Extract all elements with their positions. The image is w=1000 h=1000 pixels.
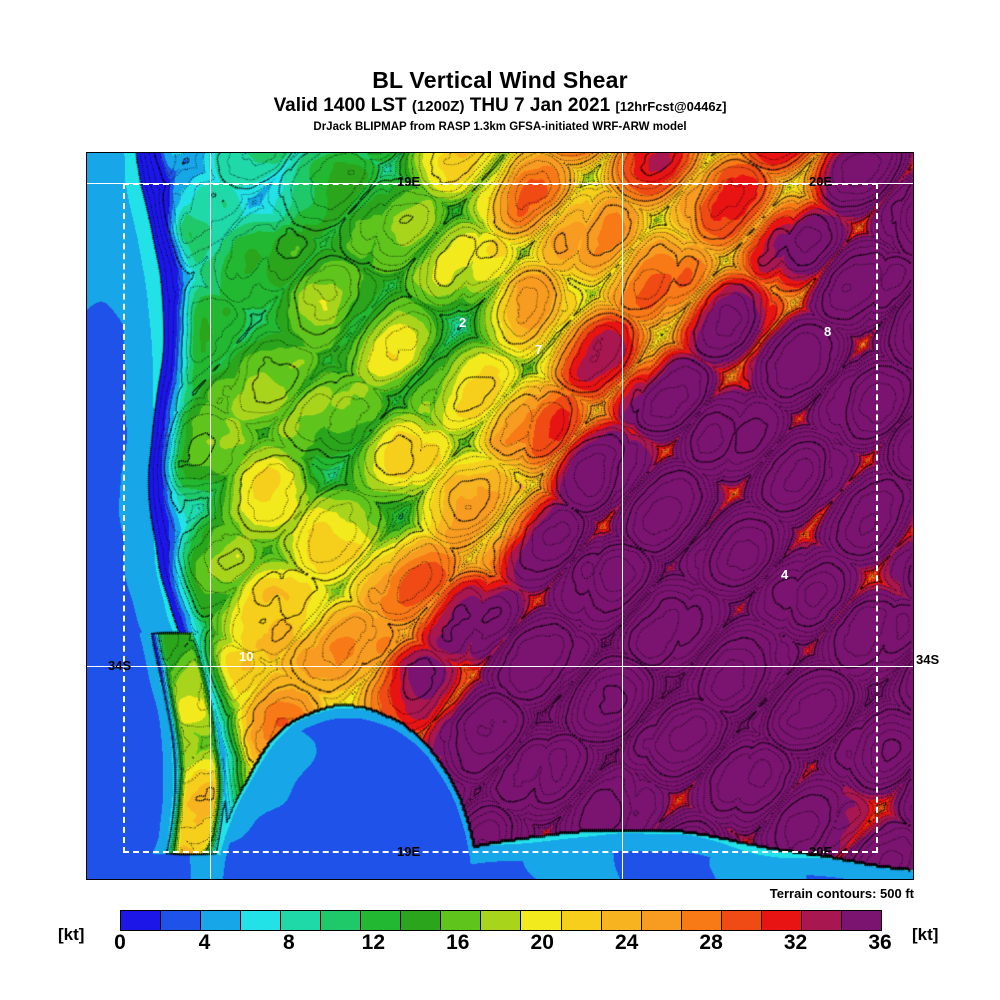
colorbar-legend: [kt] [kt] 0 4 8 12 16 20 24 28 32 36 <box>0 908 1000 968</box>
colorbar-tick-label: 0 <box>114 931 126 954</box>
colorbar-tick-label: 20 <box>530 931 554 954</box>
valid-time-utc: (1200Z) <box>411 98 465 115</box>
colorbar-swatch <box>441 911 482 930</box>
colorbar-tick-label: 8 <box>283 931 295 954</box>
colorbar-swatch <box>121 911 162 930</box>
chart-title-block: BL Vertical Wind Shear Valid 1400 LST (1… <box>0 68 1000 135</box>
colorbar-swatch <box>801 911 842 930</box>
colorbar-swatch <box>761 911 802 930</box>
colorbar-swatch <box>841 911 881 930</box>
colorbar-tick-label: 16 <box>446 931 470 954</box>
colorbar-swatch <box>641 911 682 930</box>
valid-date: THU 7 Jan 2021 <box>469 95 611 116</box>
edge-label-latitude-left: 34S <box>108 658 132 673</box>
colorbar-swatch <box>561 911 602 930</box>
colorbar-tick-label: 32 <box>783 931 808 954</box>
wind-shear-field <box>87 153 913 879</box>
colorbar-swatch <box>401 911 442 930</box>
colorbar-tick-label: 24 <box>614 931 639 954</box>
page-title: BL Vertical Wind Shear <box>372 67 628 93</box>
model-source-line: DrJack BLIPMAP from RASP 1.3km GFSA-init… <box>313 121 687 133</box>
colorbar-swatch <box>681 911 722 930</box>
colorbar-swatch <box>241 911 282 930</box>
colorbar-swatch <box>321 911 362 930</box>
forecast-tag: [12hrFcst@0446z] <box>615 99 727 114</box>
forecast-map[interactable]: 19E 20E 19E 20E 2 7 8 4 10 <box>86 152 914 880</box>
colorbar-tick-label: 4 <box>198 931 211 954</box>
colorbar-swatch <box>361 911 402 930</box>
colorbar-swatch <box>721 911 762 930</box>
valid-time-prefix: Valid 1400 LST <box>273 95 407 116</box>
terrain-contour-note: Terrain contours: 500 ft <box>769 886 914 901</box>
colorbar-tick-label: 28 <box>699 931 723 954</box>
colorbar-units-left: [kt] <box>58 925 85 944</box>
valid-time-line: Valid 1400 LST (1200Z) THU 7 Jan 2021 [1… <box>0 94 1000 119</box>
colorbar-units-right: [kt] <box>912 925 939 944</box>
colorbar-swatch <box>161 911 202 930</box>
colorbar-swatch <box>481 911 522 930</box>
colorbar-tick-label: 12 <box>361 931 386 954</box>
colorbar-tick-label: 36 <box>868 931 892 954</box>
colorbar-swatch <box>201 911 242 930</box>
colorbar-swatches[interactable] <box>120 910 882 931</box>
colorbar-swatch <box>601 911 642 930</box>
colorbar-swatch <box>521 911 562 930</box>
colorbar-swatch <box>281 911 322 930</box>
edge-label-latitude-right: 34S <box>916 652 940 667</box>
